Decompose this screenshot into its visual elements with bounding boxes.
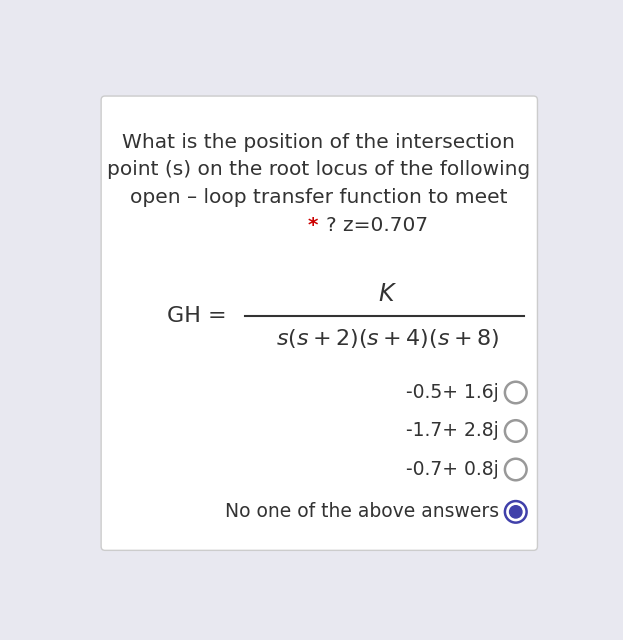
FancyBboxPatch shape [101, 96, 538, 550]
Text: What is the position of the intersection: What is the position of the intersection [123, 132, 515, 152]
Text: open – loop transfer function to meet: open – loop transfer function to meet [130, 188, 508, 207]
Text: -1.7+ 2.8j: -1.7+ 2.8j [406, 422, 498, 440]
Circle shape [510, 506, 522, 518]
Text: No one of the above answers: No one of the above answers [224, 502, 498, 522]
Text: -0.5+ 1.6j: -0.5+ 1.6j [406, 383, 498, 402]
Text: ? z=0.707: ? z=0.707 [326, 216, 428, 235]
Text: GH =: GH = [167, 305, 227, 326]
Text: point (s) on the root locus of the following: point (s) on the root locus of the follo… [107, 161, 531, 179]
Text: $s(s+2)(s+4)(s+8)$: $s(s+2)(s+4)(s+8)$ [277, 327, 499, 350]
Text: $K$: $K$ [378, 282, 397, 306]
Text: *: * [308, 216, 326, 235]
Text: -0.7+ 0.8j: -0.7+ 0.8j [406, 460, 498, 479]
